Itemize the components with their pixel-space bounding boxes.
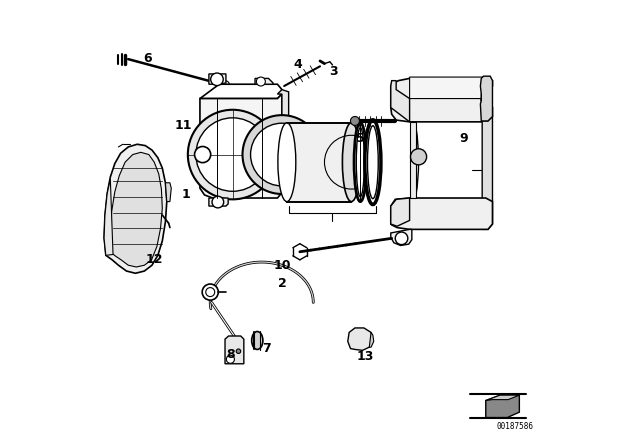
Circle shape bbox=[396, 232, 408, 245]
Circle shape bbox=[227, 355, 234, 363]
Polygon shape bbox=[200, 94, 282, 198]
Text: 4: 4 bbox=[293, 58, 302, 72]
Polygon shape bbox=[486, 395, 520, 418]
Circle shape bbox=[196, 118, 269, 191]
Circle shape bbox=[251, 123, 314, 186]
Text: 6: 6 bbox=[143, 52, 152, 65]
Circle shape bbox=[212, 196, 224, 208]
Polygon shape bbox=[287, 123, 351, 202]
Ellipse shape bbox=[367, 126, 378, 198]
Ellipse shape bbox=[354, 123, 367, 202]
Polygon shape bbox=[110, 152, 163, 267]
Circle shape bbox=[243, 115, 321, 194]
Polygon shape bbox=[410, 122, 417, 198]
Polygon shape bbox=[209, 74, 226, 84]
Text: 3: 3 bbox=[329, 65, 338, 78]
Circle shape bbox=[351, 116, 360, 125]
Polygon shape bbox=[391, 229, 412, 246]
Polygon shape bbox=[104, 144, 167, 273]
Text: 13: 13 bbox=[356, 349, 374, 363]
Polygon shape bbox=[481, 76, 493, 121]
Text: 11: 11 bbox=[175, 119, 192, 132]
Text: 2: 2 bbox=[278, 276, 286, 290]
Circle shape bbox=[257, 77, 266, 86]
Polygon shape bbox=[278, 90, 289, 193]
Polygon shape bbox=[225, 336, 244, 364]
Text: 9: 9 bbox=[459, 132, 468, 146]
Polygon shape bbox=[255, 78, 273, 84]
Polygon shape bbox=[410, 77, 484, 104]
Polygon shape bbox=[391, 81, 410, 122]
Polygon shape bbox=[391, 198, 493, 229]
Text: 12: 12 bbox=[145, 253, 163, 267]
Circle shape bbox=[188, 110, 278, 199]
Circle shape bbox=[410, 149, 427, 165]
Ellipse shape bbox=[252, 332, 263, 349]
Text: 1: 1 bbox=[181, 188, 190, 202]
Polygon shape bbox=[391, 198, 410, 226]
Text: 5: 5 bbox=[356, 132, 365, 146]
Text: 8: 8 bbox=[226, 348, 235, 362]
Polygon shape bbox=[165, 183, 172, 202]
Circle shape bbox=[211, 73, 223, 86]
Polygon shape bbox=[486, 395, 520, 401]
Ellipse shape bbox=[365, 120, 381, 205]
Circle shape bbox=[236, 349, 241, 353]
Polygon shape bbox=[348, 328, 373, 350]
Polygon shape bbox=[391, 78, 493, 122]
Polygon shape bbox=[209, 198, 228, 206]
Polygon shape bbox=[369, 332, 374, 347]
Circle shape bbox=[202, 284, 218, 300]
Text: 7: 7 bbox=[262, 342, 271, 355]
Polygon shape bbox=[200, 84, 282, 99]
Ellipse shape bbox=[342, 123, 360, 202]
Ellipse shape bbox=[356, 128, 364, 197]
Text: 00187586: 00187586 bbox=[497, 422, 533, 431]
Circle shape bbox=[206, 288, 215, 297]
Text: 10: 10 bbox=[273, 258, 291, 272]
Polygon shape bbox=[104, 179, 113, 255]
Polygon shape bbox=[482, 116, 493, 229]
Circle shape bbox=[195, 146, 211, 163]
Ellipse shape bbox=[278, 123, 296, 202]
